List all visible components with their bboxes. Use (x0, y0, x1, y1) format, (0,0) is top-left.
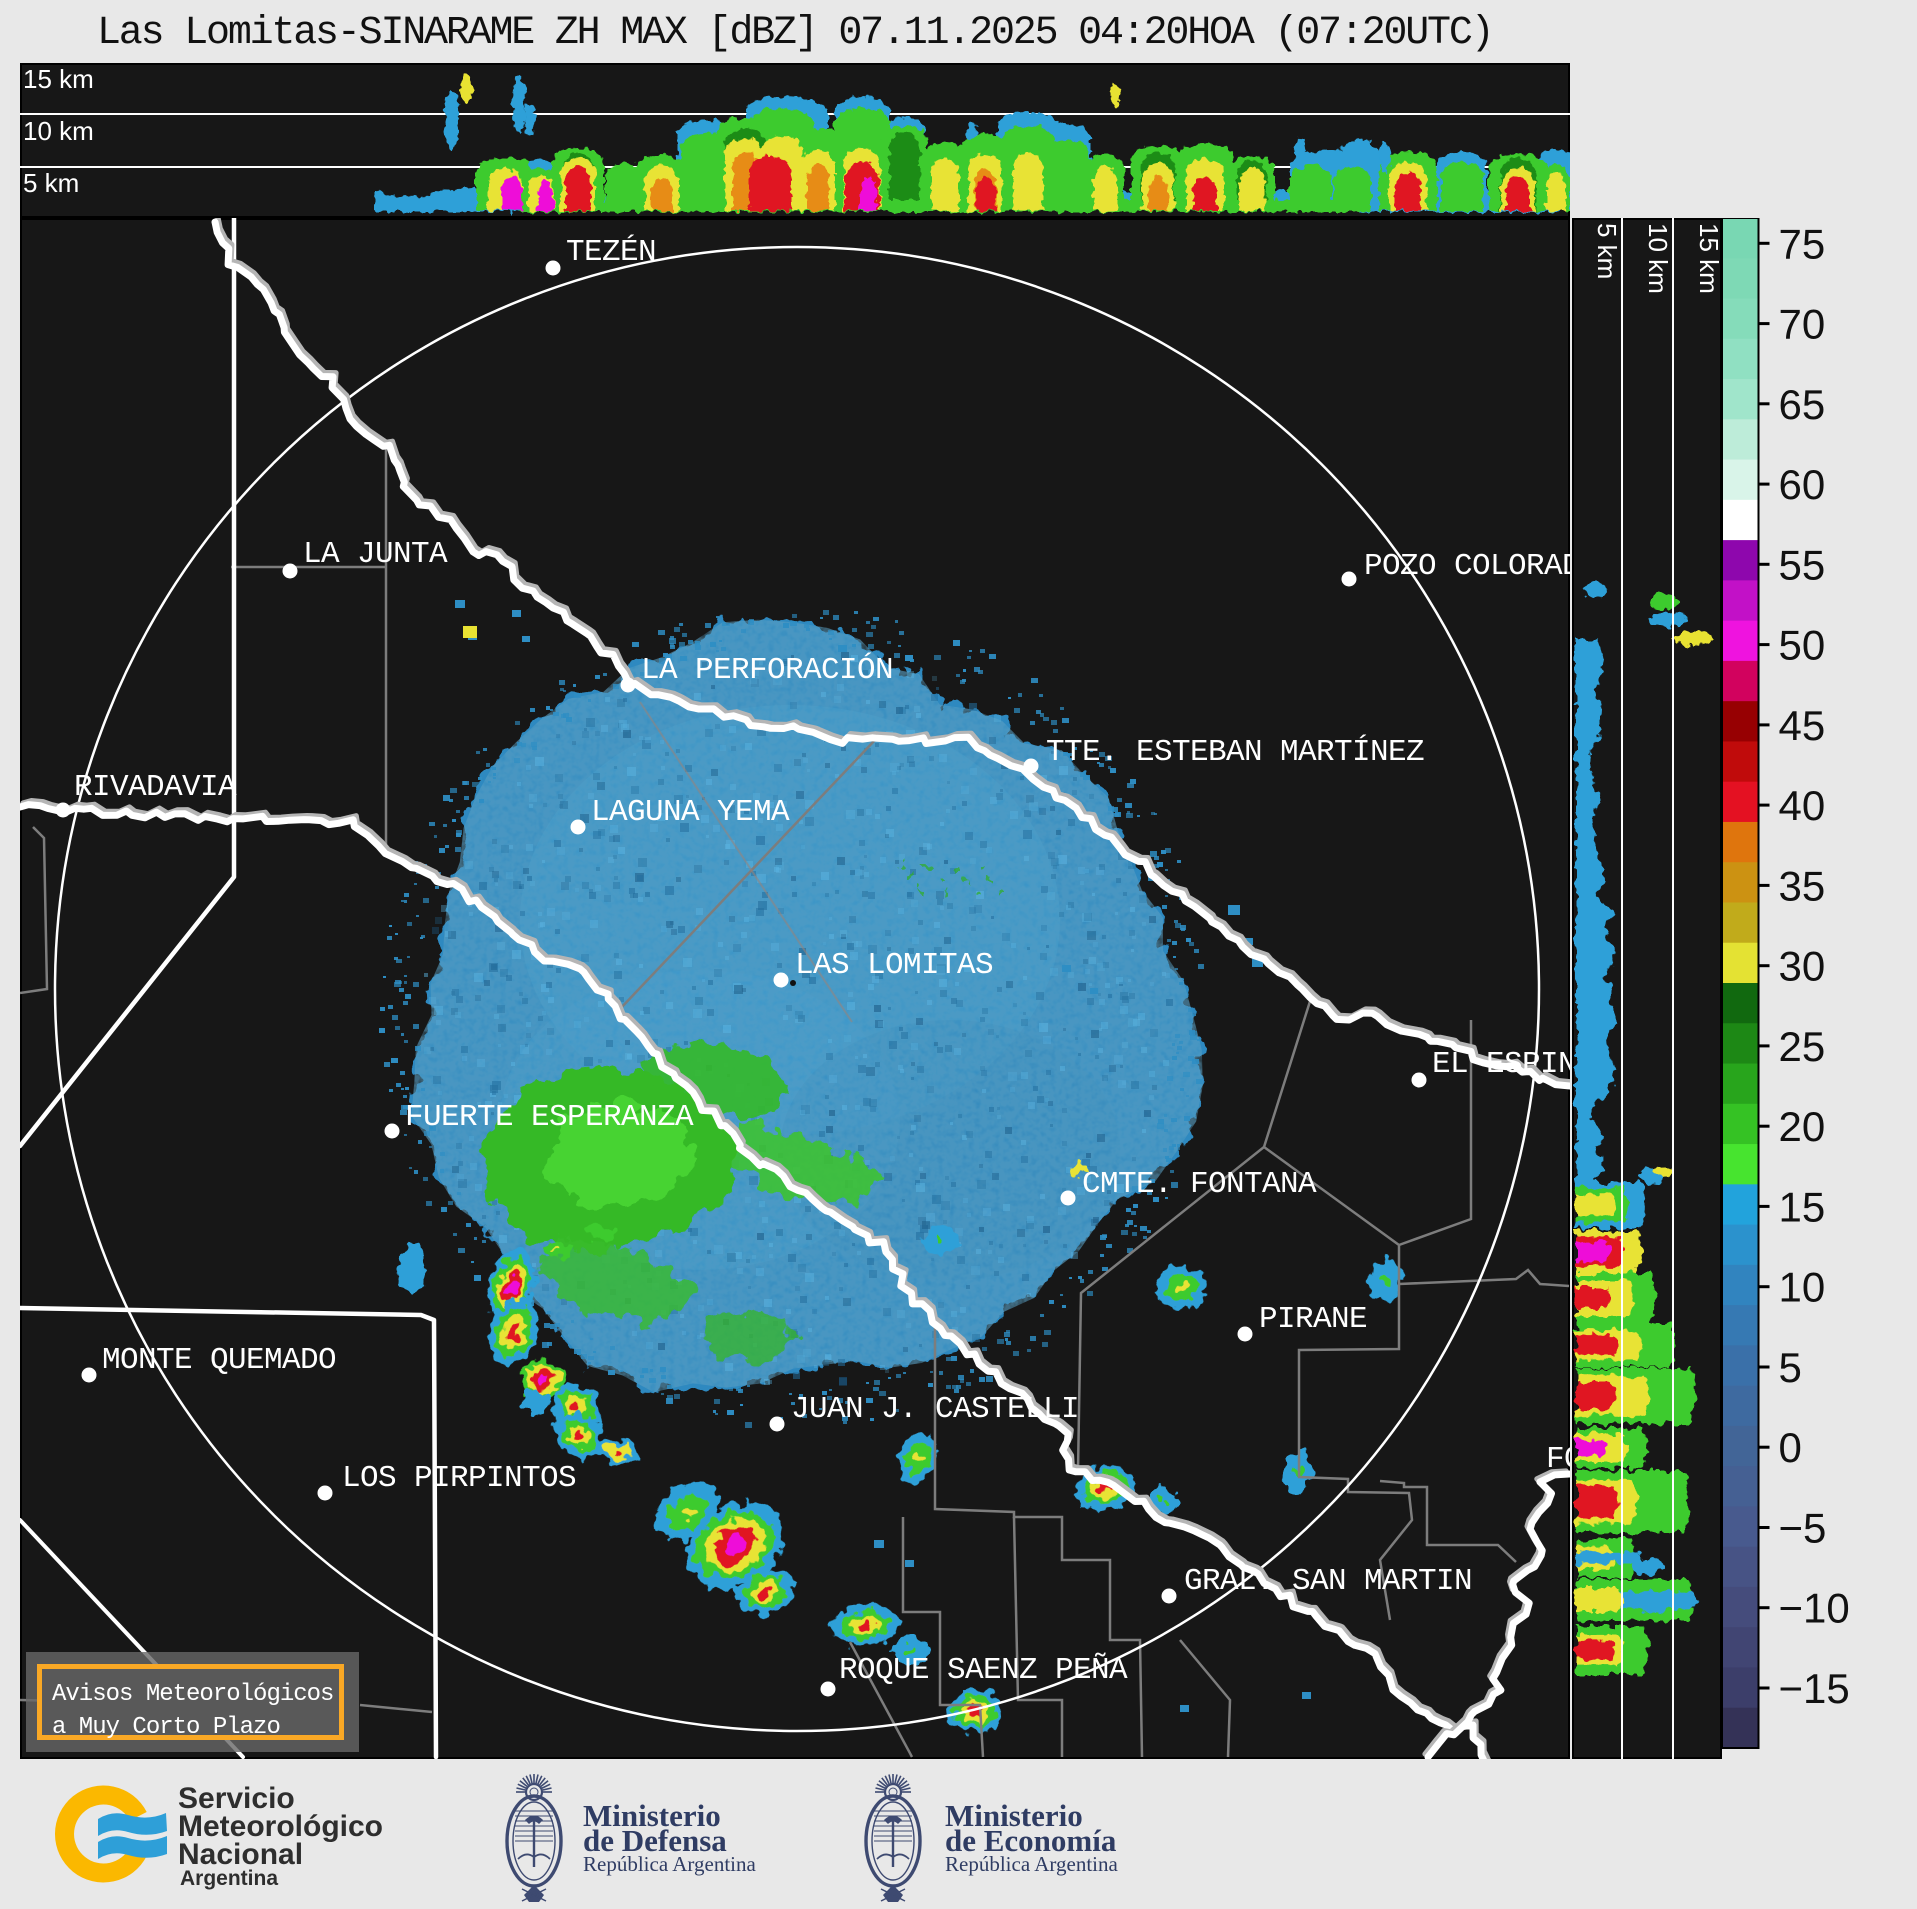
svg-text:ROQUE SAENZ PEÑA: ROQUE SAENZ PEÑA (839, 1652, 1128, 1688)
svg-text:15 km: 15 km (23, 64, 94, 94)
svg-text:LA JUNTA: LA JUNTA (303, 537, 448, 572)
svg-text:10 km: 10 km (1643, 223, 1673, 294)
svg-text:5: 5 (1779, 1344, 1802, 1391)
svg-text:LA PERFORACIÓN: LA PERFORACIÓN (641, 651, 893, 688)
svg-text:−10: −10 (1779, 1585, 1850, 1632)
svg-text:TEZÉN: TEZÉN (566, 233, 656, 270)
svg-text:15 km: 15 km (1694, 223, 1722, 294)
svg-text:Nacional: Nacional (178, 1838, 303, 1871)
svg-text:65: 65 (1779, 381, 1826, 428)
svg-text:5 km: 5 km (23, 168, 79, 198)
svg-text:−5: −5 (1779, 1505, 1827, 1552)
svg-text:PIRANE: PIRANE (1259, 1302, 1367, 1337)
svg-text:−15: −15 (1779, 1665, 1850, 1712)
svg-text:40: 40 (1779, 782, 1826, 829)
svg-text:Meteorológico: Meteorológico (178, 1810, 383, 1843)
svg-text:45: 45 (1779, 702, 1826, 749)
svg-text:GRAL. SAN MARTIN: GRAL. SAN MARTIN (1184, 1564, 1472, 1599)
svg-text:35: 35 (1779, 862, 1826, 909)
svg-text:LAS LOMITAS: LAS LOMITAS (795, 948, 993, 983)
svg-text:Argentina: Argentina (180, 1867, 278, 1890)
svg-text:55: 55 (1779, 541, 1826, 588)
svg-text:0: 0 (1779, 1424, 1802, 1471)
svg-text:CMTE. FONTANA: CMTE. FONTANA (1082, 1167, 1317, 1202)
svg-text:JUAN J. CASTELLI: JUAN J. CASTELLI (791, 1392, 1079, 1427)
svg-text:LOS PIRPINTOS: LOS PIRPINTOS (342, 1461, 576, 1496)
svg-text:MONTE QUEMADO: MONTE QUEMADO (102, 1343, 336, 1378)
svg-text:RIVADAVIA: RIVADAVIA (74, 770, 237, 805)
svg-text:10: 10 (1779, 1264, 1826, 1311)
svg-text:POZO COLORADO: POZO COLORADO (1364, 549, 1570, 584)
svg-text:FORMOSA: FORMOSA (1546, 1442, 1570, 1477)
svg-text:EL ESPINILLO: EL ESPINILLO (1432, 1047, 1570, 1082)
svg-text:Servicio: Servicio (178, 1782, 295, 1815)
svg-text:10 km: 10 km (23, 116, 94, 146)
svg-text:75: 75 (1779, 220, 1826, 267)
svg-text:25: 25 (1779, 1023, 1826, 1070)
svg-text:30: 30 (1779, 943, 1826, 990)
svg-text:70: 70 (1779, 301, 1826, 348)
svg-text:5 km: 5 km (1592, 223, 1622, 279)
svg-text:20: 20 (1779, 1103, 1826, 1150)
svg-text:15: 15 (1779, 1183, 1826, 1230)
svg-text:FUERTE ESPERANZA: FUERTE ESPERANZA (405, 1100, 694, 1135)
svg-text:LAGUNA YEMA: LAGUNA YEMA (591, 795, 790, 830)
svg-text:TTE. ESTEBAN MARTÍNEZ: TTE. ESTEBAN MARTÍNEZ (1046, 733, 1424, 770)
svg-text:60: 60 (1779, 461, 1826, 508)
svg-text:50: 50 (1779, 622, 1826, 669)
